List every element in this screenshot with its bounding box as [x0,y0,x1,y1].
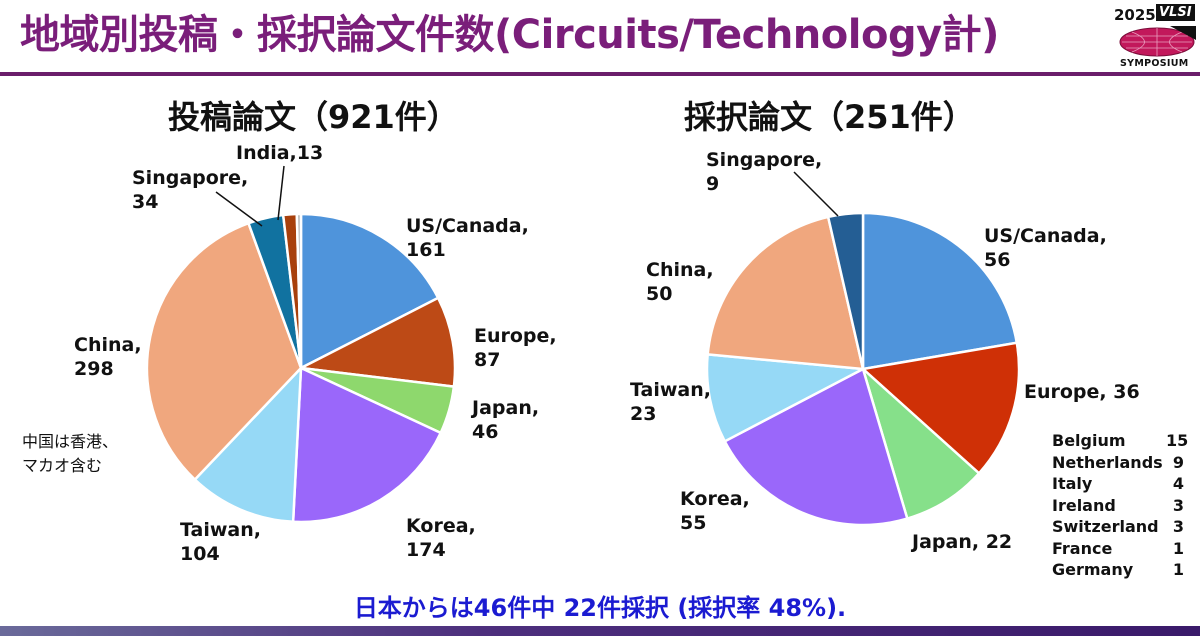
leader-line-india-submitted [277,165,285,221]
submitted-label-us-canada: US/Canada, 161 [406,215,529,261]
accepted-slice-europe [860,341,1021,476]
leader-line-singapore-accepted [793,171,839,217]
submitted-pie [145,212,457,524]
submitted-label-japan: Japan, 46 [472,397,540,443]
breakdown-row: Belgium 15 [1052,431,1189,450]
logo-text: VLSI [1156,4,1195,21]
bottom-bar [0,626,1200,636]
accepted-label-china: China, 50 [646,259,714,305]
breakdown-row: Netherlands 9 [1052,452,1184,472]
accepted-pie [705,211,1021,527]
submitted-label-korea: Korea, 174 [406,515,476,561]
submitted-slice-europe [296,296,457,388]
europe-breakdown-table: Belgium 15 Netherlands 9 Italy 4 Ireland 3 S… [1052,430,1189,581]
page-title: 地域別投稿・採択論文件数(Circuits/Technology計) [20,12,999,58]
accepted-label-us-canada: US/Canada, 56 [984,225,1107,271]
accepted-pie-title: 採択論文（251件） [684,98,975,136]
accepted-label-singapore: Singapore, 9 [706,149,823,195]
accepted-slice-japan [860,365,981,521]
submitted-label-india: India,13 [236,142,324,164]
breakdown-row: Germany 1 [1052,560,1184,579]
logo-year: 2025 [1114,6,1156,24]
breakdown-row: France 1 [1052,538,1184,558]
accepted-slice-taiwan [705,353,868,443]
china-note: 中国は香港、 マカオ含む [22,432,119,475]
submitted-label-europe: Europe, 87 [474,325,557,371]
accepted-slice-singapore [826,211,865,370]
accepted-slice-us-canada [861,211,1019,371]
accepted-label-taiwan: Taiwan, 23 [630,379,711,425]
title-divider [0,72,1200,76]
accepted-label-korea: Korea, 55 [680,488,750,534]
accepted-label-europe: Europe, 36 [1024,381,1140,403]
submitted-slice-taiwan [193,364,303,524]
vlsi-symposium-logo: 2025 VLSI SYMPOSIUM [1114,0,1200,70]
submitted-pie-title: 投稿論文（921件） [168,98,459,136]
submitted-slice-us-canada [299,212,440,371]
accepted-label-japan: Japan, 22 [912,531,1013,553]
breakdown-row: Ireland 3 [1052,495,1184,515]
submitted-slice-china [145,221,303,482]
submitted-slice-korea [291,366,443,524]
submitted-label-china: China, 298 [74,334,142,380]
breakdown-row: Italy 4 [1052,474,1184,493]
submitted-slice-other [295,212,303,369]
accepted-slice-china [706,215,865,371]
logo-subtitle: SYMPOSIUM [1120,58,1189,69]
submitted-label-taiwan: Taiwan, 104 [180,519,261,565]
submitted-label-singapore: Singapore, 34 [132,167,249,213]
globe-icon [1119,26,1196,57]
breakdown-row: Switzerland 3 [1052,517,1184,536]
accepted-slice-korea [723,367,909,527]
leader-line-singapore-submitted [215,191,263,227]
acceptance-summary: 日本からは46件中 22件採択 (採択率 48%). [353,594,847,622]
